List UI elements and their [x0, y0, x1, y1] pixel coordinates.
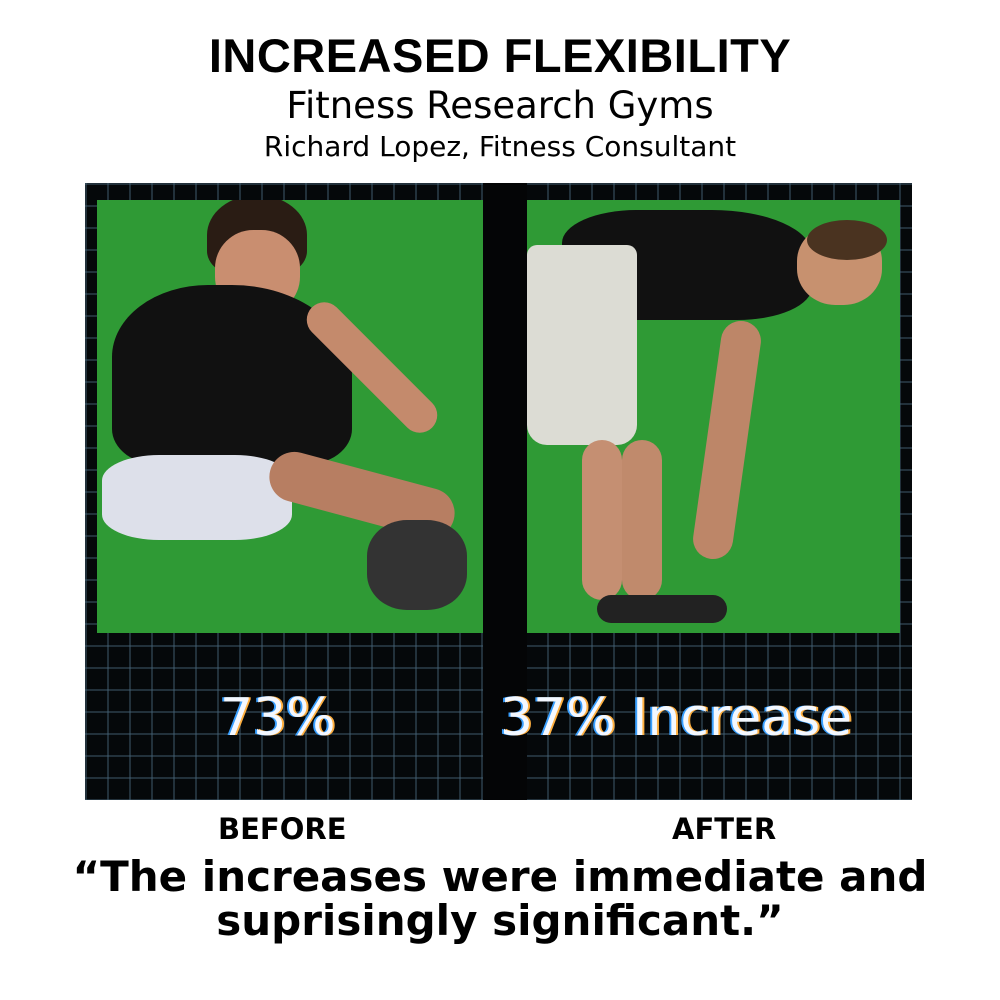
before-label: BEFORE	[218, 812, 347, 846]
after-label: AFTER	[672, 812, 777, 846]
before-photo	[97, 200, 483, 633]
divider	[483, 183, 527, 800]
comparison-panel: 73% 37% Increase	[85, 183, 912, 800]
headline: INCREASED FLEXIBILITY	[208, 29, 792, 82]
quote-line-2: suprisingly significant.”	[216, 896, 784, 945]
testimonial-quote: “The increases were immediate and supris…	[0, 855, 1000, 943]
byline: Richard Lopez, Fitness Consultant	[263, 130, 737, 163]
before-stat: 73%	[220, 688, 336, 748]
after-photo	[527, 200, 900, 633]
subtitle: Fitness Research Gyms	[286, 84, 714, 127]
after-stat: 37% Increase	[500, 688, 853, 748]
quote-line-1: “The increases were immediate and	[72, 852, 928, 901]
